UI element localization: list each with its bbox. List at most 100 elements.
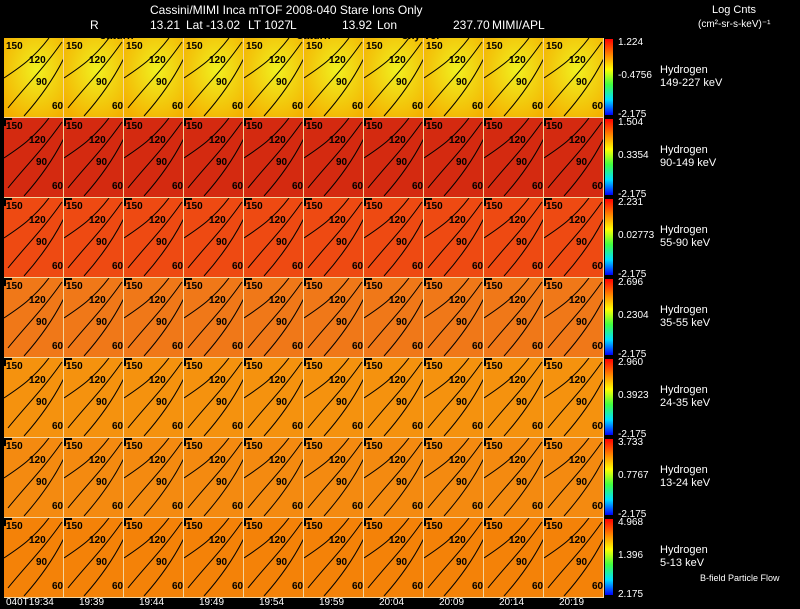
cell-angle-label: 90: [456, 77, 468, 88]
colorbar-max-value: 3.733: [618, 437, 644, 448]
cell-angle-label: 60: [352, 341, 364, 352]
cell-angle-label: 120: [209, 135, 226, 146]
energy-range: 90-149 keV: [660, 157, 717, 169]
cell-image: [184, 198, 243, 277]
cell-angle-label: 90: [336, 237, 348, 248]
cell-angle-label: 120: [449, 295, 466, 306]
saturn-marker-2: saturn: [297, 30, 331, 42]
image-cell: 150 120 90 60: [124, 438, 184, 518]
cell-angle-label: 150: [6, 121, 23, 132]
colorbar-mid-value: 0.7767: [618, 470, 649, 481]
cell-angle-label: 150: [306, 121, 323, 132]
cell-angle-label: 60: [592, 101, 604, 112]
image-cell: 150 120 90 60: [364, 118, 424, 198]
cell-image: [184, 518, 243, 597]
image-cell: 150 120 90 60: [4, 38, 64, 118]
cell-angle-label: 60: [232, 101, 244, 112]
image-cell: 150 120 90 60: [184, 198, 244, 278]
cell-angle-label: 60: [232, 341, 244, 352]
cell-image: [64, 358, 123, 437]
center-marker-icon: [424, 518, 432, 526]
cell-angle-label: 90: [516, 237, 528, 248]
cell-angle-label: 90: [216, 237, 228, 248]
cell-angle-label: 150: [426, 121, 443, 132]
image-cell: 150 120 90 60: [364, 518, 424, 598]
species-label: Hydrogen 13-24 keV: [660, 464, 710, 490]
cell-angle-label: 60: [352, 101, 364, 112]
cell-angle-label: 60: [412, 341, 424, 352]
cell-angle-label: 90: [96, 397, 108, 408]
center-marker-icon: [364, 198, 372, 206]
sky-vel-marker: sky-vel: [402, 30, 440, 42]
time-tick-label: 20:04: [379, 597, 405, 608]
cell-image: [244, 278, 303, 357]
image-cell: 150 120 90 60: [184, 118, 244, 198]
center-marker-icon: [544, 518, 552, 526]
image-cell: 150 120 90 60: [364, 38, 424, 118]
cell-angle-label: 90: [396, 477, 408, 488]
cell-angle-label: 150: [186, 201, 203, 212]
cell-angle-label: 150: [366, 521, 383, 532]
cell-angle-label: 90: [336, 77, 348, 88]
cell-angle-label: 150: [426, 521, 443, 532]
center-marker-icon: [244, 438, 252, 446]
cell-angle-label: 60: [292, 581, 304, 592]
cell-image: [364, 38, 423, 117]
cell-image: [64, 438, 123, 517]
cell-angle-label: 120: [509, 55, 526, 66]
cell-angle-label: 150: [366, 41, 383, 52]
cell-angle-label: 60: [592, 261, 604, 272]
cell-image: [424, 198, 483, 277]
cell-angle-label: 90: [216, 77, 228, 88]
colorbar-mid-value: 0.02773: [618, 230, 655, 241]
cell-image: [244, 438, 303, 517]
cell-image: [4, 358, 63, 437]
cell-angle-label: 120: [569, 295, 586, 306]
cell-angle-label: 90: [516, 477, 528, 488]
energy-range: 55-90 keV: [660, 237, 711, 249]
image-cell: 150 120 90 60: [484, 438, 544, 518]
cell-angle-label: 90: [156, 157, 168, 168]
cell-angle-label: 150: [546, 41, 563, 52]
image-cell: 150 120 90 60: [364, 358, 424, 438]
cell-angle-label: 150: [246, 521, 263, 532]
cell-angle-label: 150: [366, 441, 383, 452]
image-cell: 150 120 90 60: [124, 38, 184, 118]
cell-angle-label: 150: [186, 361, 203, 372]
cell-angle-label: 60: [232, 501, 244, 512]
cell-image: [64, 38, 123, 117]
cell-angle-label: 120: [269, 135, 286, 146]
cell-angle-label: 60: [532, 261, 544, 272]
colorbar-min-value: -2.175: [618, 509, 647, 520]
cell-angle-label: 150: [246, 41, 263, 52]
center-marker-icon: [4, 438, 12, 446]
cell-angle-label: 120: [389, 535, 406, 546]
cell-angle-label: 150: [126, 41, 143, 52]
image-cell: 150 120 90 60: [184, 278, 244, 358]
cell-angle-label: 90: [216, 477, 228, 488]
center-marker-icon: [4, 278, 12, 286]
cell-angle-label: 150: [426, 41, 443, 52]
cell-angle-label: 120: [149, 535, 166, 546]
center-marker-icon: [304, 438, 312, 446]
cell-angle-label: 120: [329, 455, 346, 466]
cell-angle-label: 150: [426, 281, 443, 292]
image-cell: 150 120 90 60: [244, 438, 304, 518]
cell-angle-label: 150: [186, 121, 203, 132]
cell-image: [244, 358, 303, 437]
cell-image: [544, 38, 603, 117]
cell-angle-label: 120: [269, 535, 286, 546]
cell-angle-label: 90: [156, 477, 168, 488]
cell-angle-label: 90: [36, 237, 48, 248]
cell-angle-label: 150: [426, 361, 443, 372]
cell-image: [484, 38, 543, 117]
cell-angle-label: 90: [576, 157, 588, 168]
cell-angle-label: 120: [149, 55, 166, 66]
cell-angle-label: 90: [156, 77, 168, 88]
cell-image: [64, 278, 123, 357]
image-cell: 150 120 90 60: [304, 358, 364, 438]
image-cell: 150 120 90 60: [124, 518, 184, 598]
energy-range: 149-227 keV: [660, 77, 723, 89]
species-label: Hydrogen 55-90 keV: [660, 224, 710, 250]
cell-angle-label: 60: [52, 341, 64, 352]
